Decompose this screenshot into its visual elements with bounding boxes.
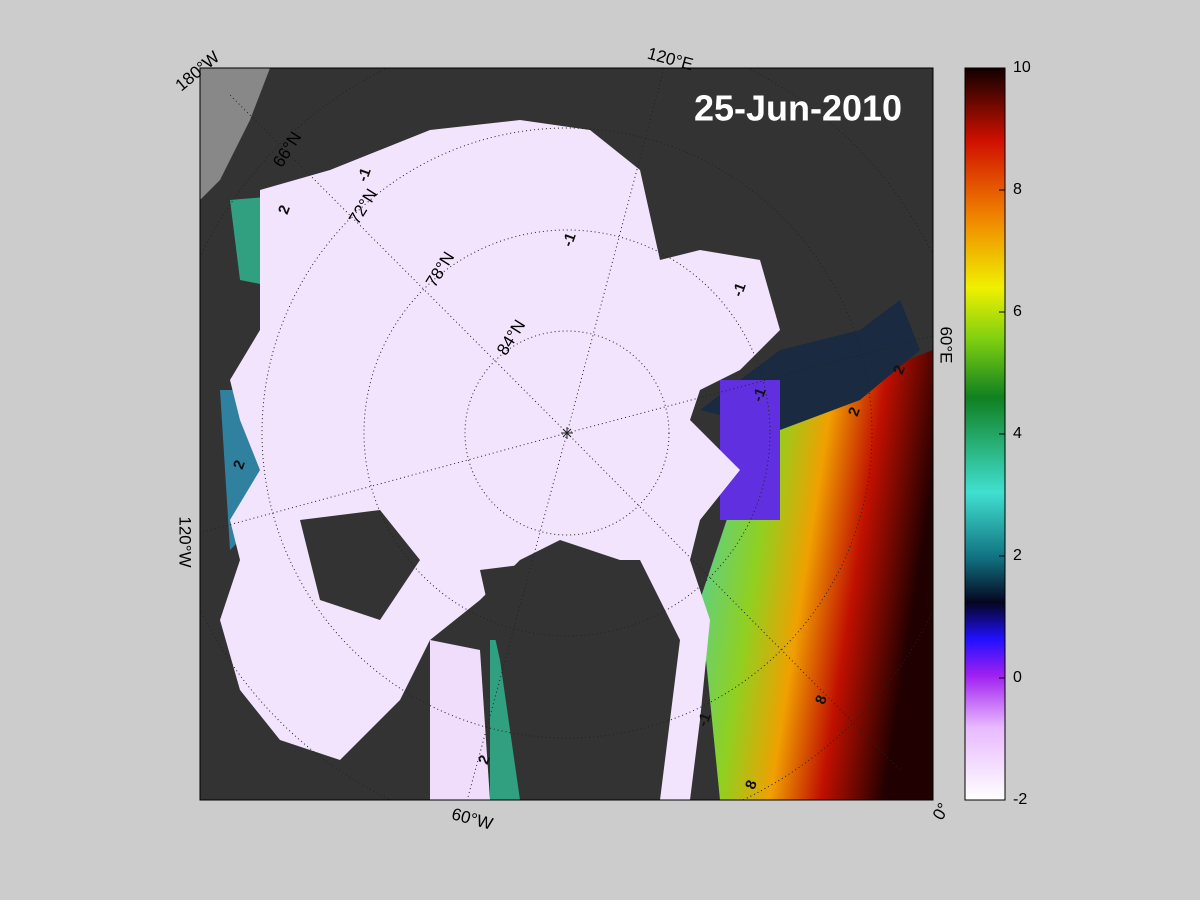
colorbar <box>964 67 1006 801</box>
contour-label: -1 <box>729 281 750 299</box>
colorbar-tick-label: 4 <box>1013 425 1022 442</box>
colorbar-tick-label: 10 <box>1013 59 1031 76</box>
map-title: 25-Jun-2010 <box>694 88 902 129</box>
map-frame <box>199 67 934 801</box>
map <box>200 68 933 800</box>
colorbar-tick-label: 2 <box>1013 547 1022 564</box>
longitude-label: 60°W <box>450 804 495 833</box>
colorbar-tick-label: 6 <box>1013 303 1022 320</box>
contour-label: -1 <box>354 166 375 184</box>
contour-label: -1 <box>749 386 770 404</box>
longitude-label: 0° <box>929 800 954 824</box>
contour-label: -1 <box>694 711 715 729</box>
longitude-label: 120°W <box>176 516 195 567</box>
colorbar-tick-label: 0 <box>1013 669 1022 686</box>
colorbar-tick-label: 8 <box>1013 181 1022 198</box>
contour-label: -1 <box>559 231 580 249</box>
longitude-label: 60°E <box>937 326 956 363</box>
colorbar-tick-label: -2 <box>1013 791 1027 808</box>
